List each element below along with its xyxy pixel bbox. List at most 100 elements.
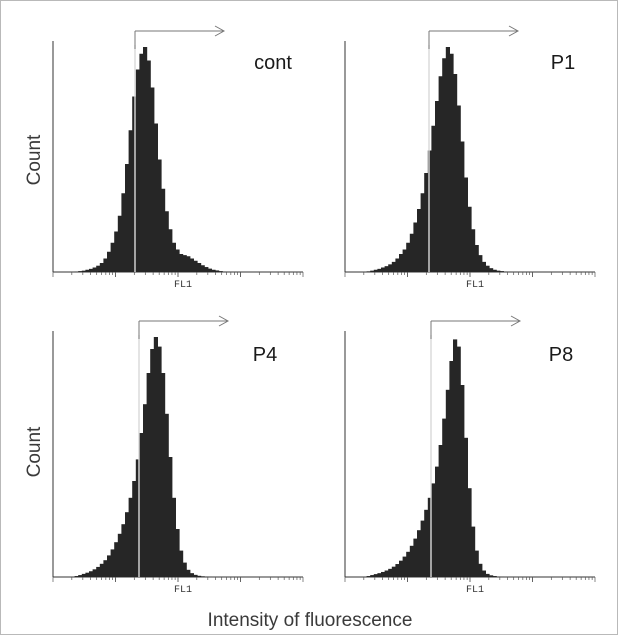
histogram-bar [147, 373, 151, 577]
histogram-bar [139, 54, 143, 272]
histogram-bar [377, 573, 381, 577]
histogram-bar [193, 575, 197, 577]
histogram-bar [143, 404, 147, 577]
histogram-bar [410, 546, 414, 577]
histogram-bar [424, 510, 428, 577]
histogram-bar [457, 347, 461, 577]
histogram-bar [464, 438, 468, 577]
histogram-bar [165, 211, 169, 272]
histogram-bar [201, 265, 205, 272]
histogram-bar [147, 61, 151, 273]
histogram-bar [471, 229, 475, 272]
histogram-bar [129, 498, 133, 577]
histogram-bar [475, 551, 479, 577]
histogram-bar [467, 207, 471, 272]
histogram-bar [403, 557, 407, 577]
histogram-bar [100, 564, 104, 577]
histogram-bar [453, 339, 457, 577]
histogram-bar [121, 193, 125, 272]
histogram-bar [453, 74, 457, 272]
histogram-bar [457, 106, 461, 273]
histogram-bar [150, 349, 154, 577]
histogram-bar [75, 576, 79, 577]
histogram-bar [161, 189, 165, 272]
histogram-bar [467, 488, 471, 577]
histogram-bar [100, 263, 104, 272]
histogram-bar [175, 250, 179, 273]
histogram-bar [211, 270, 215, 272]
histogram-bar [446, 390, 450, 577]
histogram-bar [446, 47, 450, 272]
histogram-bar [493, 270, 497, 272]
histogram-bar [374, 270, 378, 272]
histogram-bar [157, 160, 161, 273]
histogram-bar [183, 255, 187, 272]
histogram-bar [370, 575, 374, 577]
histogram-bar [485, 266, 489, 272]
panel-title: P8 [549, 344, 573, 366]
histogram-bar [186, 256, 190, 272]
histogram-bar [114, 232, 118, 273]
histogram-bar [439, 76, 443, 272]
histogram-bar [82, 271, 86, 272]
histogram-bar [395, 564, 399, 577]
histogram-bar [399, 561, 403, 577]
histogram-bar [385, 266, 389, 272]
histogram-bar [154, 124, 158, 273]
histogram-bar [377, 269, 381, 272]
histogram-bar [367, 271, 371, 272]
histogram-bar [168, 457, 172, 577]
histogram-bar [403, 250, 407, 273]
histogram-bar [175, 529, 179, 577]
histogram-bar [478, 564, 482, 577]
histogram-bar [186, 570, 190, 577]
histogram-bar [136, 70, 140, 273]
histogram-bar [179, 254, 183, 272]
histogram-bar [208, 269, 212, 272]
histogram-bar [78, 575, 82, 577]
histogram-bar [392, 262, 396, 272]
histogram-bar [183, 563, 187, 577]
histogram-bar [125, 512, 129, 577]
histogram-bar [219, 271, 223, 272]
histogram-bar [413, 223, 417, 273]
histogram-bar [460, 385, 464, 577]
histogram-bar [406, 552, 410, 577]
histogram-bar [111, 243, 115, 272]
histogram-bar [435, 467, 439, 577]
histogram-bar [85, 573, 89, 577]
histogram-bar [78, 271, 82, 272]
histogram-bar [107, 555, 111, 577]
histogram-bar [89, 571, 93, 577]
histogram-bar [165, 414, 169, 577]
histogram-bar [132, 97, 136, 273]
histogram-bar [482, 571, 486, 577]
histogram-bar [111, 549, 115, 577]
histogram-bar [489, 575, 493, 577]
histogram-bar [381, 572, 385, 577]
histogram-bar [471, 527, 475, 577]
histogram-bar [215, 270, 219, 272]
histogram-bar [172, 243, 176, 272]
histogram-bar [103, 259, 107, 273]
histogram-bar [399, 254, 403, 272]
histogram-bar [168, 229, 172, 272]
histogram-bar [118, 534, 122, 577]
histogram-bar [374, 574, 378, 577]
panel-title: P4 [253, 344, 277, 366]
histogram-bar [125, 164, 129, 272]
histogram-bar [421, 193, 425, 272]
histogram-bar [89, 269, 93, 272]
histogram-bar [190, 259, 194, 273]
histogram-bar [370, 271, 374, 272]
histogram-bar [204, 267, 208, 272]
histogram-bar [82, 574, 86, 577]
histogram-bar [442, 58, 446, 272]
histogram-bar [424, 173, 428, 272]
histogram-bar [417, 209, 421, 272]
histogram-bar [157, 347, 161, 577]
histogram-bar [139, 433, 143, 577]
